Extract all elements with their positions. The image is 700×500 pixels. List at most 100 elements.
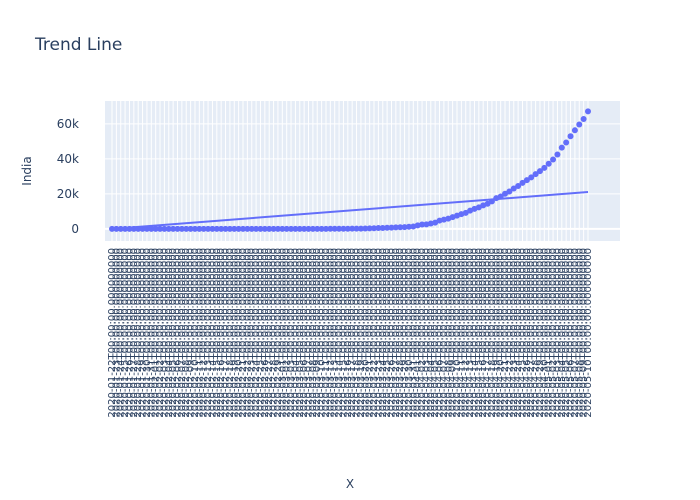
- x-tick-label: 2020-02-26T00:00:00.000000000: [260, 248, 271, 418]
- point: [371, 225, 378, 232]
- x-tick-label: 2020-04-29T00:00:00.000000000: [535, 248, 546, 418]
- x-tick-label: 2020-03-27T00:00:00.000000000: [391, 248, 402, 418]
- y-tick-label: 20k: [57, 187, 79, 201]
- point: [187, 225, 194, 232]
- point: [523, 177, 530, 184]
- x-tick-label: 2020-03-03T00:00:00.000000000: [286, 248, 297, 418]
- x-tick-label: 2020-03-19T00:00:00.000000000: [356, 248, 367, 418]
- x-tick-label: 2020-02-14T00:00:00.000000000: [207, 248, 218, 418]
- x-tick-label: 2020-03-04T00:00:00.000000000: [290, 248, 301, 418]
- x-tick-label: 2020-04-20T00:00:00.000000000: [496, 248, 507, 418]
- y-tick-label: 60k: [57, 117, 79, 131]
- x-tick-label: 2020-05-05T00:00:00.000000000: [561, 248, 572, 418]
- x-tick-label: 2020-03-13T00:00:00.000000000: [330, 248, 341, 418]
- x-tick-label: 2020-04-12T00:00:00.000000000: [461, 248, 472, 418]
- x-tick-label: 2020-04-05T00:00:00.000000000: [430, 248, 441, 418]
- x-tick-label: 2020-04-10T00:00:00.000000000: [452, 248, 463, 418]
- point: [174, 225, 181, 232]
- x-tick-label: 2020-05-06T00:00:00.000000000: [566, 248, 577, 418]
- point: [178, 225, 185, 232]
- grid: [105, 101, 620, 241]
- point: [532, 171, 539, 178]
- point: [563, 139, 570, 146]
- x-tick-label: 2020-02-10T00:00:00.000000000: [190, 248, 201, 418]
- point: [405, 223, 412, 230]
- x-tick-label: 2020-03-23T00:00:00.000000000: [373, 248, 384, 418]
- x-tick-label: 2020-04-28T00:00:00.000000000: [531, 248, 542, 418]
- point: [384, 224, 391, 231]
- x-tick-label: 2020-03-29T00:00:00.000000000: [400, 248, 411, 418]
- x-tick-label: 2020-05-02T00:00:00.000000000: [548, 248, 559, 418]
- point: [375, 225, 382, 232]
- x-tick-label: 2020-01-29T00:00:00.000000000: [138, 248, 149, 418]
- point: [309, 225, 316, 232]
- point: [161, 225, 168, 232]
- x-tick-label: 2020-03-11T00:00:00.000000000: [321, 248, 332, 418]
- x-axis-title: X: [346, 477, 354, 491]
- point: [388, 224, 395, 231]
- x-tick-label: 2020-02-17T00:00:00.000000000: [221, 248, 232, 418]
- point: [270, 225, 277, 232]
- point: [301, 225, 308, 232]
- x-tick-label: 2020-02-27T00:00:00.000000000: [264, 248, 275, 418]
- point: [554, 151, 561, 158]
- x-tick-label: 2020-04-04T00:00:00.000000000: [426, 248, 437, 418]
- x-tick-label: 2020-01-22T00:00:00.000000000: [107, 248, 118, 418]
- x-tick-label: 2020-04-02T00:00:00.000000000: [417, 248, 428, 418]
- point: [143, 225, 150, 232]
- x-tick-label: 2020-03-12T00:00:00.000000000: [325, 248, 336, 418]
- point: [550, 156, 557, 163]
- x-tick-label: 2020-03-20T00:00:00.000000000: [360, 248, 371, 418]
- x-tick-label: 2020-04-24T00:00:00.000000000: [513, 248, 524, 418]
- point: [209, 225, 216, 232]
- x-tick-label: 2020-03-14T00:00:00.000000000: [334, 248, 345, 418]
- x-tick-label: 2020-02-18T00:00:00.000000000: [225, 248, 236, 418]
- x-tick-label: 2020-04-23T00:00:00.000000000: [509, 248, 520, 418]
- point: [340, 225, 347, 232]
- x-tick-label: 2020-03-18T00:00:00.000000000: [352, 248, 363, 418]
- point: [576, 121, 583, 128]
- x-tick-label: 2020-04-01T00:00:00.000000000: [413, 248, 424, 418]
- x-tick-label: 2020-01-28T00:00:00.000000000: [133, 248, 144, 418]
- x-tick-label: 2020-02-28T00:00:00.000000000: [269, 248, 280, 418]
- x-tick-label: 2020-02-08T00:00:00.000000000: [181, 248, 192, 418]
- point: [506, 188, 513, 195]
- x-tick-label: 2020-01-26T00:00:00.000000000: [124, 248, 135, 418]
- point: [331, 225, 338, 232]
- point: [541, 164, 548, 171]
- x-tick-label: 2020-01-31T00:00:00.000000000: [146, 248, 157, 418]
- point: [336, 225, 343, 232]
- x-tick-label: 2020-04-16T00:00:00.000000000: [478, 248, 489, 418]
- x-tick-label: 2020-01-25T00:00:00.000000000: [120, 248, 131, 418]
- point: [379, 224, 386, 231]
- x-tick-label: 2020-03-28T00:00:00.000000000: [395, 248, 406, 418]
- point: [191, 225, 198, 232]
- x-tick-label: 2020-04-30T00:00:00.000000000: [539, 248, 550, 418]
- x-tick-label: 2020-03-15T00:00:00.000000000: [338, 248, 349, 418]
- x-tick-label: 2020-04-18T00:00:00.000000000: [487, 248, 498, 418]
- x-tick-label: 2020-04-08T00:00:00.000000000: [443, 248, 454, 418]
- x-tick-label: 2020-03-02T00:00:00.000000000: [282, 248, 293, 418]
- point: [571, 127, 578, 134]
- x-tick-label: 2020-03-25T00:00:00.000000000: [382, 248, 393, 418]
- point: [585, 108, 591, 115]
- point: [419, 221, 426, 228]
- x-tick-label: 2020-05-04T00:00:00.000000000: [557, 248, 568, 418]
- point: [567, 133, 574, 140]
- x-tick-label: 2020-02-21T00:00:00.000000000: [238, 248, 249, 418]
- chart-title: Trend Line: [34, 35, 122, 55]
- point: [152, 225, 159, 232]
- point: [318, 225, 325, 232]
- point: [288, 225, 295, 232]
- point: [536, 168, 543, 175]
- x-tick-label: 2020-03-21T00:00:00.000000000: [365, 248, 376, 418]
- point: [213, 225, 220, 232]
- x-tick-label: 2020-04-15T00:00:00.000000000: [474, 248, 485, 418]
- x-tick-label: 2020-05-01T00:00:00.000000000: [544, 248, 555, 418]
- y-tick-label: 0: [71, 222, 79, 236]
- point: [235, 225, 242, 232]
- x-tick-label: 2020-04-06T00:00:00.000000000: [435, 248, 446, 418]
- y-tick-label: 40k: [57, 152, 79, 166]
